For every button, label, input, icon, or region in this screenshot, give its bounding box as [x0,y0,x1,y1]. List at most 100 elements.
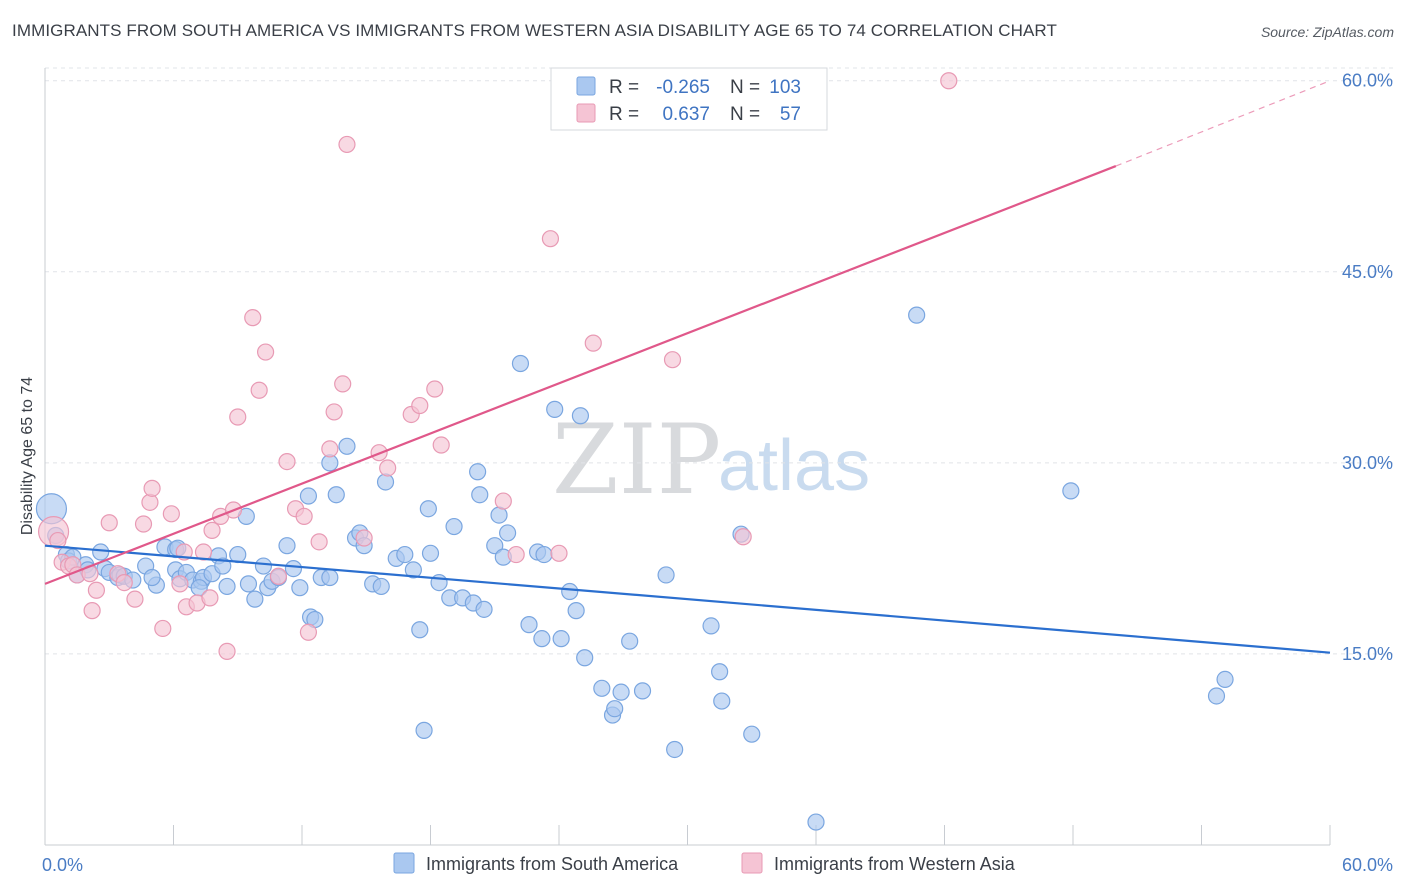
x-tick-labels: 0.0% 60.0% [42,855,1393,875]
series-1-point-33 [278,452,296,471]
stats-n-value-western-asia: 57 [780,104,801,125]
series-0-point-68 [469,463,487,481]
series-0-point-60 [411,621,429,639]
stats-r-label-western-asia: R = [609,104,639,125]
series-0-point-99 [807,813,825,831]
source-label: Source: ZipAtlas.com [1260,24,1394,40]
series-0-point-81 [552,630,570,648]
series-1-point-54 [663,351,682,369]
axes [44,68,1331,846]
series-1-point-22 [194,543,213,561]
series-1-point-14 [141,493,159,511]
stats-legend: R = -0.265 N = 103 R = 0.637 N = 57 [550,67,828,131]
series-0-point-85 [576,649,594,667]
series-0-point-61 [419,500,437,518]
y-tick-labels: 15.0% 30.0% 45.0% 60.0% [1342,71,1393,664]
series-0-point-94 [702,617,720,635]
series-0-point-91 [633,682,652,700]
legend-label-south-america: Immigrants from South America [426,854,679,874]
legend-swatch-western-asia [741,852,763,874]
series-1-point-38 [321,440,339,458]
y-tick-label-0: 15.0% [1342,644,1393,664]
trend-line-series-1 [44,165,1117,585]
series-0-point-78 [533,630,551,648]
series-1-point-11 [115,574,133,592]
series-0-point-79 [535,545,553,564]
x-tick-label-0: 0.0% [42,855,83,875]
grid [45,67,1395,655]
series-points [35,72,1234,831]
series-0-point-36 [254,557,273,575]
series-0-point-17 [143,568,161,587]
y-tick-label-3: 60.0% [1342,71,1393,91]
series-0-point-69 [471,486,489,504]
y-tick-label-2: 45.0% [1342,262,1393,282]
chart-title: IMMIGRANTS FROM SOUTH AMERICA VS IMMIGRA… [12,21,1057,40]
series-1-point-40 [334,375,352,393]
series-0-point-50 [338,437,356,455]
series-0-point-83 [567,602,585,620]
trend-lines [44,80,1331,654]
series-0-point-93 [666,740,684,759]
series-0-point-74 [499,524,517,542]
series-1-point-50 [507,545,525,564]
series-0-point-70 [475,600,493,618]
series-1-point-15 [143,479,161,497]
series-0-point-80 [546,400,564,418]
series-0-point-40 [278,537,296,555]
series-1-point-8 [87,581,106,599]
series-0-point-98 [743,725,761,743]
series-1-point-7 [83,602,101,620]
series-0-point-8 [92,543,110,561]
stats-r-value-western-asia: 0.637 [662,104,710,125]
stats-n-value-south-america: 103 [769,77,801,98]
series-1-point-30 [250,381,268,399]
stats-r-label-south-america: R = [609,77,639,98]
stats-swatch-western-asia [576,103,596,123]
series-0-point-42 [291,579,309,597]
series-0-point-58 [396,545,414,564]
series-1-point-49 [494,492,512,510]
series-1-point-39 [325,403,343,421]
series-1-point-53 [584,334,602,352]
legend-swatch-south-america [393,852,415,874]
series-0-point-103 [1216,670,1234,689]
series-0-point-35 [246,590,264,608]
series-0-point-56 [376,473,395,491]
series-1-point-44 [379,459,397,477]
series-0-point-30 [214,557,232,575]
stats-n-label-western-asia: N = [730,104,760,125]
series-1-point-56 [940,72,958,90]
stats-swatch-south-america [576,76,596,96]
series-1-point-28 [229,408,247,426]
series-1-point-29 [244,309,262,327]
series-0-point-65 [445,517,463,536]
series-1-point-32 [269,567,288,585]
x-tick-label-1: 60.0% [1342,855,1393,875]
series-1-point-37 [310,533,328,551]
series-0-point-88 [606,700,624,718]
series-0-point-31 [218,577,236,596]
series-1-point-17 [162,505,180,523]
series-1-point-42 [355,529,373,547]
series-1 [37,72,958,660]
series-1-point-47 [426,380,444,398]
series-0-point-76 [520,616,538,634]
series-0-point-95 [711,663,729,681]
series-0-point-100 [908,306,926,324]
series-0-point-71 [486,537,504,555]
series-1-point-51 [541,230,560,248]
series-1-point-1 [49,531,67,550]
y-tick-label-1: 30.0% [1342,453,1393,473]
series-0-point-92 [657,566,675,584]
series-1-point-23 [201,589,219,607]
series-0-point-49 [327,486,345,504]
stats-legend-box [550,67,828,131]
series-1-point-48 [432,436,450,454]
series-1-point-46 [411,396,429,415]
series-1-point-41 [338,135,356,154]
trend-line-extension-series-1 [1115,80,1331,167]
legend-label-western-asia: Immigrants from Western Asia [774,854,1016,874]
series-1-point-26 [218,642,236,660]
